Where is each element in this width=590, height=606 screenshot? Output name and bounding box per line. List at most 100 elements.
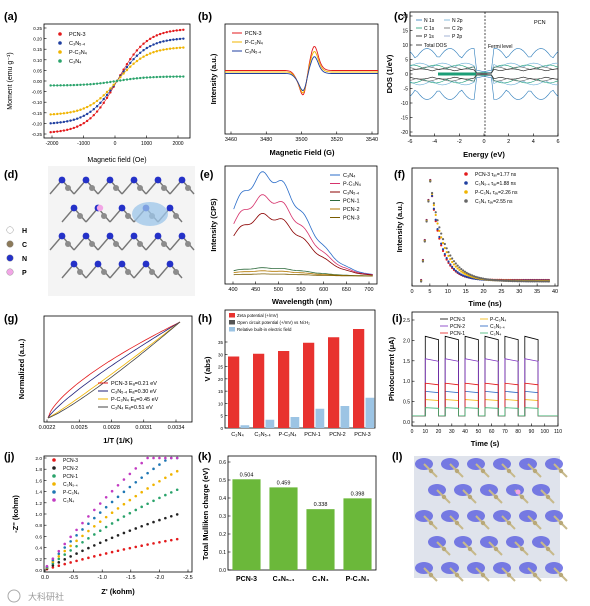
data-point <box>98 541 102 545</box>
carbon-atom <box>428 468 434 474</box>
x-tick-label: 650 <box>342 287 351 293</box>
panel-a: (a) Moment (emu g⁻¹) Magnetic field (Oe)… <box>4 11 191 164</box>
data-point <box>63 558 67 561</box>
data-point <box>87 546 90 550</box>
y-tick-label: 35 <box>218 340 224 345</box>
bar <box>232 479 261 570</box>
data-point <box>169 514 173 518</box>
y-tick-label: 10 <box>218 401 224 406</box>
ylabel-e: Intensity (CPS) <box>209 198 218 252</box>
carbon-atom <box>113 185 119 191</box>
y-tick-label: 1.4 <box>35 490 42 496</box>
carbon-atom <box>77 213 83 219</box>
data-point <box>465 273 468 276</box>
ylabel-b: Intensity (a.u.) <box>209 53 218 104</box>
data-point <box>449 254 452 257</box>
nitrogen-atom <box>154 232 162 240</box>
panel-label-g: (g) <box>4 313 18 325</box>
data-point <box>535 280 538 283</box>
carbon-atom <box>506 572 512 578</box>
data-point <box>63 549 67 553</box>
x-tick-label: -2.5 <box>183 575 192 581</box>
data-point <box>122 478 126 481</box>
data-point <box>463 272 467 275</box>
legend-marker <box>52 466 56 470</box>
legend-entry: Open circuit potential (+/mV) vs Ni:H₂ <box>237 320 310 325</box>
x-tick-label: P-C₃N₄ <box>279 432 298 438</box>
panel-label-j: (j) <box>4 451 15 463</box>
bar <box>269 487 298 570</box>
x-tick-label: 1000 <box>141 141 152 147</box>
x-tick-label: 30 <box>516 289 522 295</box>
data-point <box>146 487 149 490</box>
x-tick-label: 80 <box>515 429 521 435</box>
series-line <box>233 273 373 277</box>
data-point <box>434 211 437 214</box>
data-point <box>440 236 443 239</box>
data-point <box>134 545 138 549</box>
ylabel-g: Normalized (a.u.) <box>17 338 26 399</box>
data-point <box>93 533 96 536</box>
data-point <box>81 534 84 538</box>
legend-entry: C <box>22 242 27 249</box>
legend-marker <box>52 498 56 502</box>
data-point <box>441 248 445 251</box>
data-point <box>104 538 108 542</box>
data-point <box>152 520 155 524</box>
x-tick-label: 0.0025 <box>71 425 88 431</box>
bar-field <box>290 417 300 428</box>
legend-atom <box>6 268 14 276</box>
data-point <box>134 480 138 484</box>
data-point <box>451 257 454 260</box>
y-tick-label: 0.15 <box>33 47 42 52</box>
legend-marker <box>464 190 468 194</box>
panel-i: (i) Photocurrent (μA) Time (s) 0 10 20 30 40… <box>387 311 562 448</box>
x-tick-label: -2.0 <box>155 575 164 581</box>
tag-c: PCN <box>534 20 546 26</box>
data-point <box>447 260 450 263</box>
y-tick-label: 2.0 <box>35 456 42 462</box>
data-point <box>443 242 446 246</box>
x-tick-label: PCN-2 <box>329 432 346 438</box>
bar <box>343 498 372 570</box>
data-point <box>529 280 532 283</box>
data-point <box>152 542 155 545</box>
legend-entry: Total DOS <box>424 43 447 49</box>
y-tick-label: 2.5 <box>403 318 410 324</box>
legend-entry: PCN-3 τₐᵥ=1.77 ns <box>475 172 517 178</box>
data-point <box>93 555 96 558</box>
data-point <box>427 200 430 203</box>
data-point <box>63 562 67 566</box>
data-point <box>164 493 167 497</box>
legend-entry: PCN-3 <box>245 31 262 37</box>
x-tick-label: 400 <box>228 287 237 293</box>
series-line <box>47 321 181 419</box>
legend-entry: C₃N₅.₄ <box>69 41 86 47</box>
data-point <box>429 180 432 183</box>
data-point <box>146 502 149 506</box>
data-point <box>507 279 510 283</box>
data-point <box>460 270 463 273</box>
data-point <box>436 227 439 231</box>
y-tick-label: -5 <box>404 87 409 93</box>
y-tick-label: -0.15 <box>32 111 43 116</box>
data-point <box>458 272 461 275</box>
legend-entry: P-C₃N₄ <box>343 182 362 188</box>
panel-j: (j) -Z'' (kohm) Z' (kohm) 0.0 -0.5 -1.0 -1.… <box>4 451 193 596</box>
series-line <box>225 56 378 91</box>
bar-field <box>315 408 325 428</box>
bar-zeta <box>303 342 315 428</box>
data-point <box>140 505 143 509</box>
data-point <box>69 540 72 543</box>
data-point <box>158 496 161 500</box>
dos-band <box>438 72 476 76</box>
legend-entry: PCN-3 <box>450 317 465 323</box>
legend-swatch <box>229 313 235 318</box>
nitrogen-atom <box>118 260 126 268</box>
x-tick-label: PCN-3 <box>354 432 371 438</box>
data-point <box>164 459 167 462</box>
data-point <box>87 537 90 540</box>
panel-label-l: (l) <box>392 451 403 463</box>
carbon-atom <box>428 572 434 578</box>
data-point <box>494 279 498 282</box>
